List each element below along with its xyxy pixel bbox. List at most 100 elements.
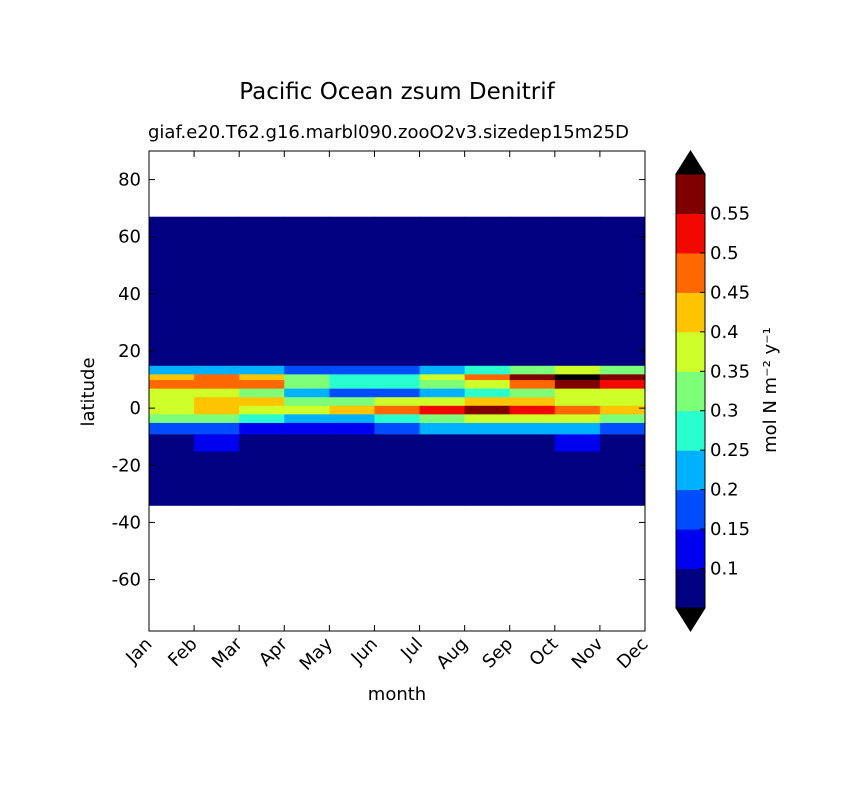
contour-cell xyxy=(419,365,466,375)
colorbar-tick-label: 0.5 xyxy=(710,243,739,264)
contour-cell xyxy=(509,365,556,375)
colorbar-tick-label: 0.3 xyxy=(710,401,739,422)
contour-cell xyxy=(554,388,601,398)
x-tick-label: Nov xyxy=(568,633,608,673)
contour-cell xyxy=(509,405,556,415)
y-tick-label: 0 xyxy=(130,398,141,419)
x-tick-label: Jul xyxy=(396,634,427,665)
contour-cell xyxy=(419,379,466,389)
contour-cell xyxy=(239,396,285,406)
contour-cell xyxy=(149,422,195,435)
contour-cell xyxy=(599,379,646,389)
contour-cell xyxy=(464,388,511,398)
contour-cell xyxy=(419,396,466,406)
contour-cell xyxy=(329,451,375,506)
contour-cell xyxy=(374,405,421,415)
contour-cell xyxy=(464,396,511,406)
contour-cell xyxy=(419,373,466,381)
contour-cell xyxy=(239,405,285,415)
contour-cell xyxy=(554,396,601,406)
y-tick-label: 60 xyxy=(118,227,141,248)
contour-cell xyxy=(239,451,285,506)
contour-cell xyxy=(194,422,240,435)
contour-cell xyxy=(509,396,556,406)
contour-cell xyxy=(194,451,240,506)
contour-cell xyxy=(149,388,195,398)
contour-cell xyxy=(194,405,240,415)
y-tick-label: 80 xyxy=(118,170,141,191)
contour-cell xyxy=(194,373,240,381)
contour-cell xyxy=(284,388,330,398)
contour-cell xyxy=(374,365,421,375)
contour-cell xyxy=(329,396,375,406)
contour-cell xyxy=(509,433,556,452)
x-tick-label: Oct xyxy=(525,634,562,671)
y-tick-label: -40 xyxy=(112,512,141,533)
colorbar-tick-label: 0.15 xyxy=(710,519,750,540)
colorbar-segment xyxy=(676,252,705,293)
x-tick-label: Jan xyxy=(121,634,156,669)
colorbar-segment xyxy=(676,292,705,333)
contour-cell xyxy=(554,405,601,415)
contour-cell xyxy=(284,451,330,506)
contour-cell xyxy=(599,451,646,506)
contour-cell xyxy=(554,451,601,506)
contour-cell xyxy=(554,422,601,435)
colorbar-segment xyxy=(676,489,705,530)
contour-cell xyxy=(599,422,646,435)
contour-cell xyxy=(599,405,646,415)
colorbar-tick-label: 0.1 xyxy=(710,559,739,580)
colorbar-tick-label: 0.55 xyxy=(710,203,750,224)
colorbar-label: mol N m⁻² y⁻¹ xyxy=(760,327,781,453)
contour-cell xyxy=(284,216,330,366)
contour-cell xyxy=(149,216,195,366)
contour-cell xyxy=(599,373,646,381)
contour-cell xyxy=(329,413,375,423)
contour-cell xyxy=(329,373,375,381)
contour-cell xyxy=(329,422,375,435)
contour-cell xyxy=(284,422,330,435)
contour-cell xyxy=(194,379,240,389)
contour-cell xyxy=(554,373,601,381)
x-tick-label: Jun xyxy=(347,634,382,669)
y-tick-label: 40 xyxy=(118,284,141,305)
contour-cell xyxy=(419,422,466,435)
colorbar-segment xyxy=(676,450,705,491)
colorbar-extend xyxy=(675,150,706,175)
contour-cell xyxy=(464,373,511,381)
contour-cell xyxy=(194,388,240,398)
contour-cell xyxy=(329,405,375,415)
colorbar-extend xyxy=(675,607,706,632)
contour-cell xyxy=(149,433,195,452)
contour-cell xyxy=(464,413,511,423)
contour-cell xyxy=(419,451,466,506)
chart-title: Pacific Ocean zsum Denitrif xyxy=(239,79,555,105)
contour-cell xyxy=(509,379,556,389)
contour-cell xyxy=(464,216,511,366)
contour-cell xyxy=(374,413,421,423)
colorbar-segment xyxy=(676,331,705,372)
contour-cell xyxy=(239,379,285,389)
y-tick-label: -20 xyxy=(112,455,141,476)
contour-cell xyxy=(284,373,330,381)
contour-cell xyxy=(239,413,285,423)
contour-cell xyxy=(329,216,375,366)
contour-cell xyxy=(464,379,511,389)
colorbar-tick-label: 0.45 xyxy=(710,282,750,303)
contour-cell xyxy=(464,405,511,415)
chart-subtitle: giaf.e20.T62.g16.marbl090.zooO2v3.sizede… xyxy=(148,122,629,143)
contour-cell xyxy=(374,433,421,452)
contour-cell xyxy=(149,396,195,406)
colorbar-segment xyxy=(676,174,705,214)
colorbar-tick-label: 0.2 xyxy=(710,480,739,501)
x-tick-label: May xyxy=(296,633,337,674)
contour-cell xyxy=(194,365,240,375)
contour-cell xyxy=(464,365,511,375)
colorbar-tick-label: 0.35 xyxy=(710,361,750,382)
contour-cell xyxy=(419,433,466,452)
contour-cell xyxy=(194,396,240,406)
y-tick-label: 20 xyxy=(118,341,141,362)
contour-cell xyxy=(149,451,195,506)
contour-cell xyxy=(554,216,601,366)
contour-cell xyxy=(239,365,285,375)
